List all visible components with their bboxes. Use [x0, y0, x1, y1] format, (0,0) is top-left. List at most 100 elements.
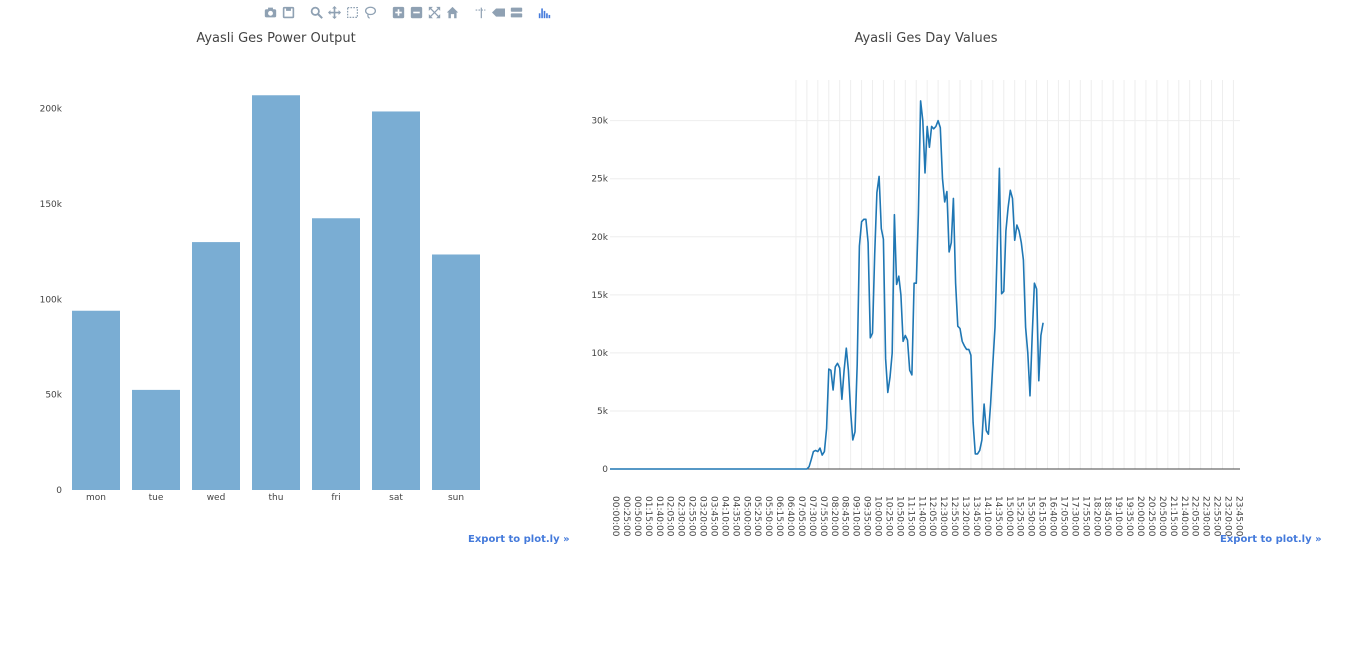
x-tick-label: 03:45:00	[708, 496, 718, 537]
x-tick-label: 00:00:00	[610, 496, 620, 537]
x-tick-label: 20:25:00	[1146, 496, 1156, 537]
x-tick-label-fri: fri	[331, 493, 340, 503]
x-tick-label-wed: wed	[207, 493, 226, 503]
zoom-icon	[310, 6, 323, 19]
plotly-logo-button[interactable]	[536, 4, 552, 20]
hover-closest-icon	[491, 7, 505, 17]
x-tick-label: 08:45:00	[840, 496, 850, 537]
x-tick-label: 01:40:00	[654, 496, 664, 537]
y-tick-label: 150k	[40, 200, 63, 210]
day-values-line[interactable]	[610, 100, 1044, 470]
x-tick-label-sat: sat	[389, 493, 403, 503]
x-tick-label: 17:30:00	[1069, 496, 1079, 537]
y-tick-label: 50k	[45, 391, 62, 401]
x-tick-label: 18:45:00	[1102, 496, 1112, 537]
box-select-icon	[346, 6, 358, 18]
x-tick-label: 05:00:00	[741, 496, 751, 537]
x-tick-label: 02:55:00	[687, 496, 697, 537]
x-tick-label: 15:00:00	[1004, 496, 1014, 537]
line-chart-title: Ayasli Ges Day Values	[854, 31, 997, 46]
x-tick-label: 21:15:00	[1168, 496, 1178, 537]
x-tick-label: 15:25:00	[1015, 496, 1025, 537]
spike-lines-button[interactable]	[472, 4, 488, 20]
x-tick-label: 12:30:00	[938, 496, 948, 537]
bar-fri[interactable]	[312, 218, 360, 491]
x-tick-label: 11:15:00	[905, 496, 915, 537]
bar-sun[interactable]	[432, 254, 480, 490]
x-tick-label: 13:20:00	[960, 496, 970, 537]
zoom-out-button[interactable]	[408, 4, 424, 20]
y-tick-label: 10k	[591, 349, 608, 359]
autoscale-icon	[428, 6, 440, 18]
x-tick-label: 06:15:00	[774, 496, 784, 537]
y-tick-label: 30k	[591, 117, 608, 127]
x-tick-label-sun: sun	[448, 493, 464, 503]
x-tick-label: 20:00:00	[1135, 496, 1145, 537]
x-tick-label: 23:45:00	[1233, 496, 1243, 537]
home-icon	[446, 6, 458, 18]
zoom-in-button[interactable]	[390, 4, 406, 20]
x-tick-label: 17:05:00	[1058, 496, 1068, 537]
lasso-button[interactable]	[362, 4, 378, 20]
line-chart: Ayasli Ges Day Values 0 5k 10k 15k 20k 25k 30k…	[591, 31, 1243, 537]
pan-button[interactable]	[326, 4, 342, 20]
export-link-line-chart[interactable]: Export to plot.ly »	[1220, 534, 1322, 545]
autoscale-button[interactable]	[426, 4, 442, 20]
y-tick-label: 0	[602, 465, 608, 475]
x-tick-label: 15:50:00	[1026, 496, 1036, 537]
x-tick-label: 09:10:00	[851, 496, 861, 537]
x-tick-label: 04:10:00	[719, 496, 729, 537]
x-tick-label: 13:45:00	[971, 496, 981, 537]
zoom-button[interactable]	[308, 4, 324, 20]
export-link-bar-chart[interactable]: Export to plot.ly »	[468, 534, 570, 545]
zoom-out-icon	[410, 6, 422, 18]
x-tick-label-thu: thu	[269, 493, 284, 503]
x-tick-label: 22:30:00	[1201, 496, 1211, 537]
x-tick-label: 14:35:00	[993, 496, 1003, 537]
bar-thu[interactable]	[252, 95, 300, 491]
x-tick-label: 10:25:00	[883, 496, 893, 537]
bar-mon[interactable]	[72, 310, 120, 490]
spike-lines-icon	[475, 7, 485, 18]
hover-closest-button[interactable]	[490, 4, 506, 20]
modebar	[262, 4, 552, 22]
x-tick-label: 09:35:00	[862, 496, 872, 537]
x-tick-label: 03:20:00	[698, 496, 708, 537]
y-tick-label: 5k	[597, 407, 609, 417]
x-tick-label: 01:15:00	[643, 496, 653, 537]
x-tick-label-mon: mon	[86, 493, 106, 503]
x-tick-label: 04:35:00	[730, 496, 740, 537]
x-tick-label: 02:05:00	[665, 496, 675, 537]
y-tick-label: 25k	[591, 175, 608, 185]
x-tick-label: 19:10:00	[1113, 496, 1123, 537]
x-tick-label: 00:25:00	[621, 496, 631, 537]
box-select-button[interactable]	[344, 4, 360, 20]
plotly-logo-icon	[538, 7, 550, 18]
x-tick-label: 02:30:00	[676, 496, 686, 537]
hover-compare-button[interactable]	[508, 4, 524, 20]
camera-button[interactable]	[262, 4, 278, 20]
bar-wed[interactable]	[192, 242, 240, 490]
x-tick-label: 16:40:00	[1048, 496, 1058, 537]
y-tick-label: 20k	[591, 233, 608, 243]
x-tick-label: 16:15:00	[1037, 496, 1047, 537]
x-tick-label: 22:05:00	[1190, 496, 1200, 537]
y-tick-label: 0	[56, 486, 62, 496]
x-tick-label: 07:30:00	[807, 496, 817, 537]
home-button[interactable]	[444, 4, 460, 20]
x-tick-label: 07:55:00	[818, 496, 828, 537]
bar-sat[interactable]	[372, 111, 420, 490]
x-tick-label: 17:55:00	[1080, 496, 1090, 537]
x-tick-label: 14:10:00	[982, 496, 992, 537]
x-tick-label: 05:25:00	[752, 496, 762, 537]
zoom-in-icon	[392, 6, 404, 18]
x-tick-label: 00:50:00	[632, 496, 642, 537]
camera-icon	[264, 7, 276, 17]
y-tick-label: 100k	[40, 295, 63, 305]
x-tick-label: 10:00:00	[873, 496, 883, 537]
x-tick-label: 18:20:00	[1091, 496, 1101, 537]
x-tick-label: 20:50:00	[1157, 496, 1167, 537]
x-tick-label-tue: tue	[149, 493, 164, 503]
bar-tue[interactable]	[132, 389, 180, 490]
save-button[interactable]	[280, 4, 296, 20]
